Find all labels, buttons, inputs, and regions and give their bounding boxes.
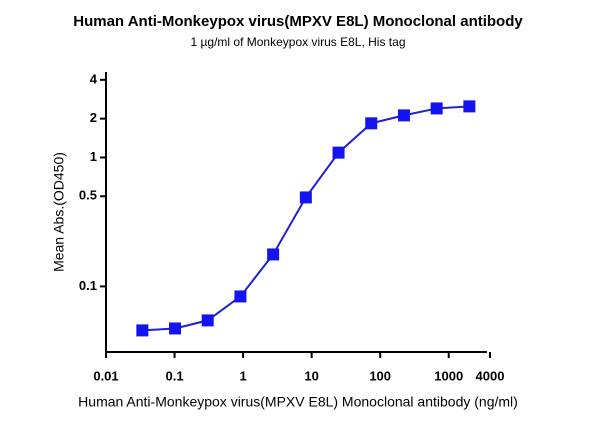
x-tick-label: 0.01 bbox=[93, 368, 118, 383]
x-tick-label: 0.1 bbox=[166, 368, 184, 383]
x-tick-label: 10 bbox=[304, 368, 318, 383]
data-point bbox=[299, 191, 312, 204]
x-tick-label: 100 bbox=[369, 368, 391, 383]
y-tick-label: 4 bbox=[90, 71, 98, 86]
data-point bbox=[463, 100, 476, 113]
chart-subtitle: 1 µg/ml of Monkeypox virus E8L, His tag bbox=[190, 35, 405, 49]
series-line bbox=[142, 105, 470, 332]
x-tick-label: 1000 bbox=[434, 368, 463, 383]
y-tick-label: 2 bbox=[90, 110, 97, 125]
x-tick-label: 1 bbox=[239, 368, 246, 383]
x-axis-label: Human Anti-Monkeypox virus(MPXV E8L) Mon… bbox=[78, 394, 518, 410]
chart-title: Human Anti-Monkeypox virus(MPXV E8L) Mon… bbox=[73, 13, 523, 30]
x-tick-label: 4000 bbox=[476, 368, 505, 383]
data-point bbox=[397, 109, 410, 122]
data-point bbox=[201, 314, 214, 327]
data-point bbox=[136, 324, 149, 337]
y-tick-label: 1 bbox=[90, 149, 97, 164]
data-point bbox=[169, 322, 182, 335]
y-tick-label: 0.5 bbox=[79, 188, 97, 203]
data-point bbox=[430, 102, 443, 115]
data-point bbox=[267, 248, 280, 261]
y-axis-label: Mean Abs.(OD450) bbox=[51, 152, 67, 272]
data-point bbox=[365, 117, 378, 130]
y-tick-label: 0.1 bbox=[79, 278, 97, 293]
data-point bbox=[332, 146, 345, 159]
data-point bbox=[234, 290, 247, 303]
